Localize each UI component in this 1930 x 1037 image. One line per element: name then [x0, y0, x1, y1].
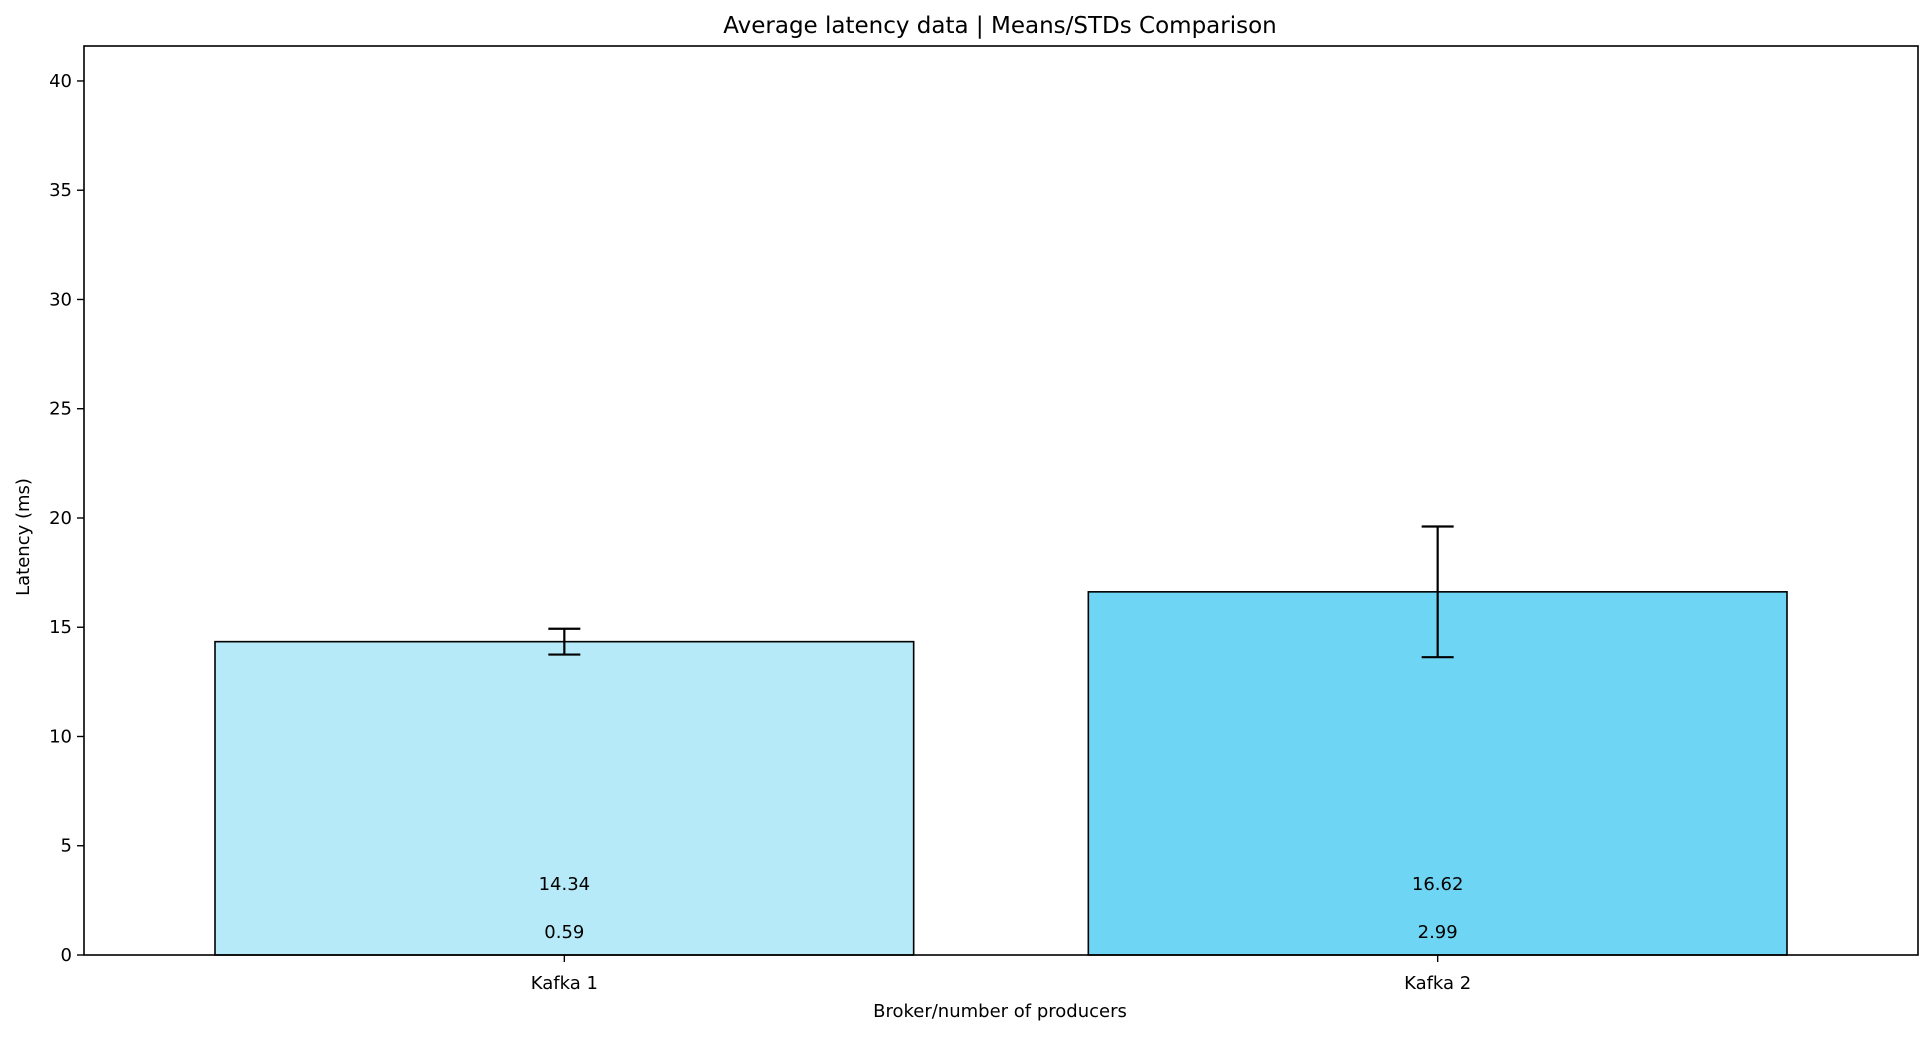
value-label-1: 14.34 — [539, 874, 591, 895]
x-tick-label-1: Kafka 1 — [531, 973, 598, 994]
y-tick-label-30: 30 — [49, 289, 72, 310]
bar-1 — [214, 640, 915, 956]
value-label-2: 16.62 — [1412, 874, 1464, 895]
y-tick-label-0: 0 — [61, 945, 72, 966]
y-tick-label-40: 40 — [49, 71, 72, 92]
axes-frame — [83, 45, 1919, 956]
x-axis-label: Broker/number of producers — [873, 1001, 1127, 1022]
std-label-2: 2.99 — [1418, 922, 1458, 943]
y-tick-label-5: 5 — [61, 836, 72, 857]
plot-area: 14.34 0.59 Kafka 1 16.62 2.99 Kafka 2 0 5 10 15 20… — [49, 45, 1919, 994]
std-label-1: 0.59 — [544, 922, 584, 943]
y-tick-label-20: 20 — [49, 508, 72, 529]
y-tick-label-10: 10 — [49, 726, 72, 747]
y-tick-label-35: 35 — [49, 180, 72, 201]
chart-title: Average latency data | Means/STDs Compar… — [723, 13, 1277, 39]
y-tick-label-15: 15 — [49, 617, 72, 638]
y-axis-label: Latency (ms) — [13, 478, 34, 596]
x-tick-label-2: Kafka 2 — [1404, 973, 1471, 994]
y-tick-label-25: 25 — [49, 399, 72, 420]
